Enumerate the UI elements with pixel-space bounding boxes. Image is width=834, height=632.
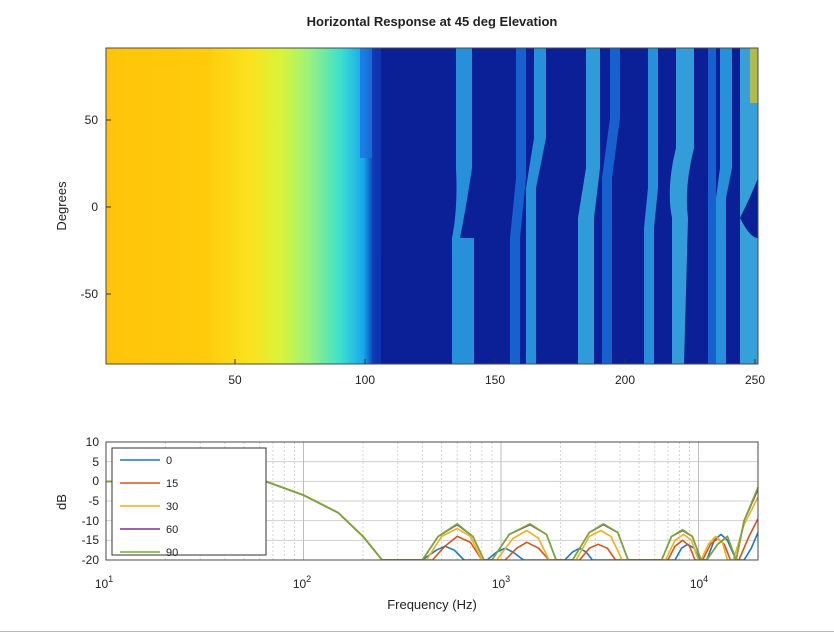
y-tick-label: -5 [88, 494, 99, 508]
heatmap-streak [740, 48, 758, 364]
heatmap-streak [372, 48, 381, 364]
x-tick-label: 150 [485, 373, 505, 387]
line-y-axis-label: dB [54, 494, 69, 510]
heatmap-streak [578, 48, 600, 364]
legend-label: 0 [166, 455, 172, 467]
heatmap-y-axis-label: Degrees [54, 181, 69, 231]
x-tick-label: 100 [355, 373, 375, 387]
y-tick-label: 5 [92, 455, 99, 469]
heatmap-x-ticks: 50 100 150 200 250 [228, 359, 765, 387]
legend-box [111, 447, 267, 556]
x-tick-label: 200 [615, 373, 635, 387]
x-tick-label: 104 [690, 574, 708, 591]
y-tick-label: -15 [82, 533, 100, 547]
x-tick-label: 102 [293, 574, 311, 591]
line-x-ticks: 101 102 103 104 [95, 574, 708, 591]
x-tick-label: 103 [492, 574, 510, 591]
heatmap-streaks [360, 48, 758, 364]
heatmap-streak [602, 48, 620, 364]
y-tick-label: -10 [82, 514, 100, 528]
line-y-ticks: 10 5 0 -5 -10 -15 -20 [82, 435, 100, 567]
heatmap-streak [360, 48, 374, 158]
legend-items: 0 15 30 60 90 [120, 455, 178, 559]
y-tick-label: 10 [86, 435, 100, 449]
line-x-axis-label: Frequency (Hz) [387, 597, 477, 612]
legend-label: 15 [166, 478, 178, 490]
heatmap-streak [669, 48, 694, 364]
heatmap-axes-box [105, 47, 759, 365]
response-line-panel: 10 5 0 -5 -10 -15 -20 101 102 103 104 Fr… [54, 435, 759, 612]
heatmap-panel: Horizontal Response at 45 deg Elevation [54, 14, 765, 387]
x-tick-label: 250 [745, 373, 765, 387]
heatmap-y-ticks: 50 0 -50 [81, 113, 111, 301]
y-tick-label: 50 [85, 113, 99, 127]
heatmap-background [106, 48, 758, 364]
heatmap-streak [644, 48, 658, 364]
heatmap-streak [510, 48, 526, 364]
heatmap-streak [452, 48, 474, 364]
heatmap-streak [526, 48, 546, 364]
x-tick-label: 50 [228, 373, 242, 387]
y-tick-label: 0 [91, 200, 98, 214]
series-line-15 [106, 480, 758, 560]
x-tick-label: 101 [95, 574, 113, 591]
heatmap-streak [708, 48, 716, 364]
heatmap-streak [716, 48, 732, 364]
legend-label: 60 [166, 524, 178, 536]
y-tick-label: 0 [92, 474, 99, 488]
legend-label: 90 [166, 547, 178, 559]
legend: 0 15 30 60 90 [111, 447, 267, 559]
heatmap-streak [750, 48, 758, 103]
legend-label: 30 [166, 501, 178, 513]
heatmap-title: Horizontal Response at 45 deg Elevation [307, 14, 558, 29]
y-tick-label: -20 [82, 553, 100, 567]
line-axes-box [105, 441, 759, 561]
series-line-30 [106, 480, 758, 560]
line-series-group [106, 480, 758, 560]
y-tick-label: -50 [81, 287, 99, 301]
